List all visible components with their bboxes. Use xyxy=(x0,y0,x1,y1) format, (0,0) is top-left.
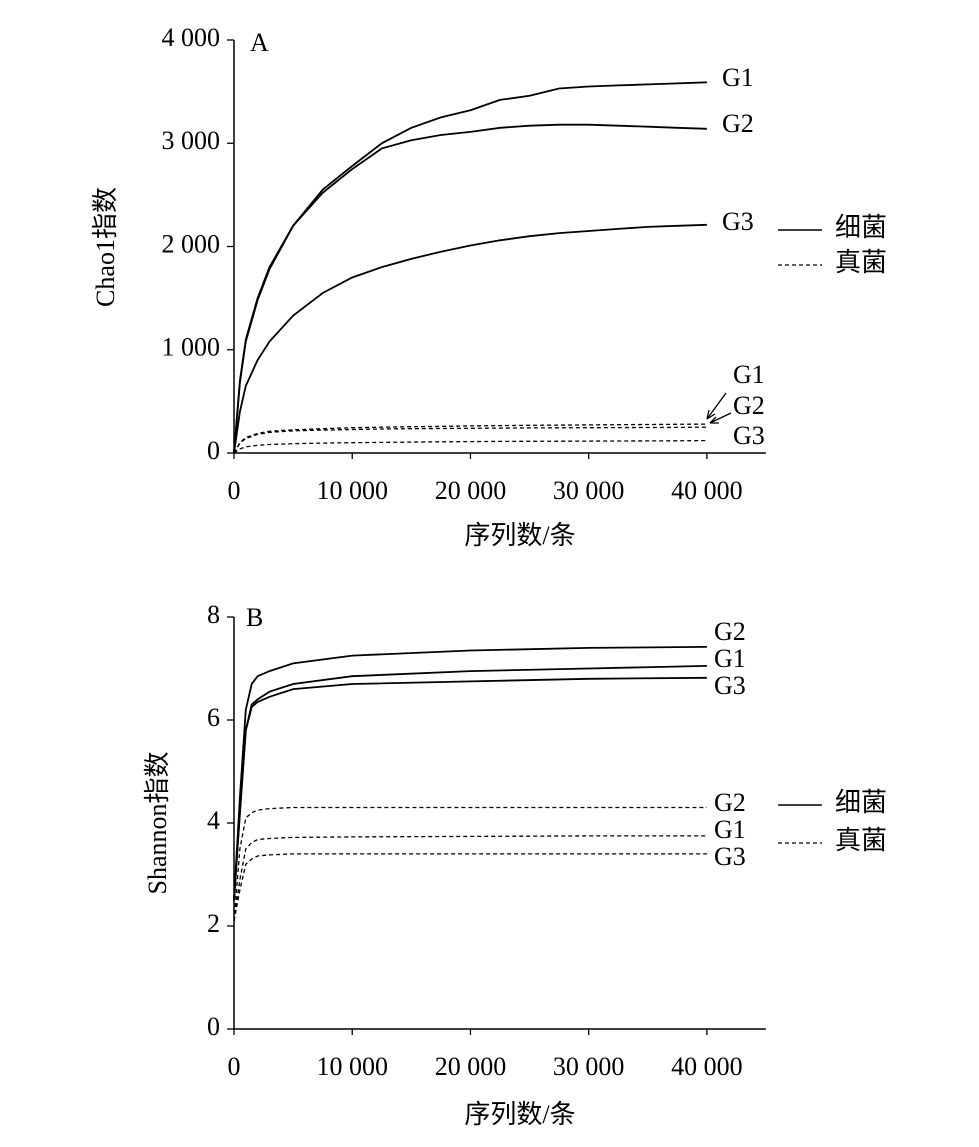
x-tick-label: 30 000 xyxy=(553,476,625,505)
y-tick-label: 0 xyxy=(207,436,220,465)
x-tick-label: 0 xyxy=(228,476,241,505)
series-line xyxy=(233,676,707,901)
x-tick-label: 10 000 xyxy=(316,476,388,505)
series-label: G3 xyxy=(722,207,754,236)
legend-label: 真菌 xyxy=(835,826,887,855)
x-tick-label: 0 xyxy=(228,1052,241,1081)
arrows xyxy=(706,392,732,424)
x-tick-label: 20 000 xyxy=(435,476,507,505)
x-tick-label: 40 000 xyxy=(671,476,743,505)
series-line xyxy=(233,81,707,454)
y-tick-label: 3 000 xyxy=(162,126,221,155)
series-line xyxy=(233,123,707,454)
x-tick-label: 30 000 xyxy=(553,1052,625,1081)
arrow-head xyxy=(709,416,719,424)
x-tick-label: 40 000 xyxy=(671,1052,743,1081)
series-line xyxy=(233,665,707,901)
y-tick-label: 8 xyxy=(207,600,220,629)
series-label: G1 xyxy=(733,360,765,389)
series-label: G1 xyxy=(714,815,746,844)
series-line xyxy=(233,423,707,454)
legend-label: 真菌 xyxy=(835,248,887,277)
x-tick-label: 20 000 xyxy=(435,1052,507,1081)
panel-label: A xyxy=(250,28,269,57)
panel-label: B xyxy=(246,603,263,632)
legend-label: 细菌 xyxy=(835,213,887,242)
y-axis-label: Shannon指数 xyxy=(143,751,172,894)
series-label: G2 xyxy=(722,109,754,138)
y-tick-label: 4 000 xyxy=(162,23,221,52)
y-axis-label: Chao1指数 xyxy=(91,187,120,307)
series-line xyxy=(233,835,707,921)
series-line xyxy=(233,223,707,454)
series-line xyxy=(233,853,707,922)
legend-label: 细菌 xyxy=(835,788,887,817)
y-tick-label: 0 xyxy=(207,1012,220,1041)
series-label: G3 xyxy=(714,671,746,700)
series-line xyxy=(233,439,707,454)
arrow xyxy=(709,412,732,424)
series-label: G2 xyxy=(714,617,746,646)
series-label: G1 xyxy=(714,644,746,673)
series-label: G2 xyxy=(733,391,765,420)
y-tick-label: 4 xyxy=(207,806,220,835)
series-label: G1 xyxy=(722,63,754,92)
x-axis-label: 序列数/条 xyxy=(464,1100,575,1129)
series-label: G2 xyxy=(714,788,746,817)
arrow xyxy=(706,392,727,420)
y-tick-label: 2 000 xyxy=(162,229,221,258)
series-line xyxy=(233,806,707,921)
y-tick-label: 1 000 xyxy=(162,333,221,362)
series-line xyxy=(233,426,707,454)
x-axis-label: 序列数/条 xyxy=(464,521,575,550)
arrow-head xyxy=(706,409,716,420)
x-tick-label: 10 000 xyxy=(316,1052,388,1081)
series-label: G3 xyxy=(733,421,765,450)
series-line xyxy=(233,646,707,901)
y-tick-label: 6 xyxy=(207,703,220,732)
y-tick-label: 2 xyxy=(207,909,220,938)
series-label: G3 xyxy=(714,842,746,871)
